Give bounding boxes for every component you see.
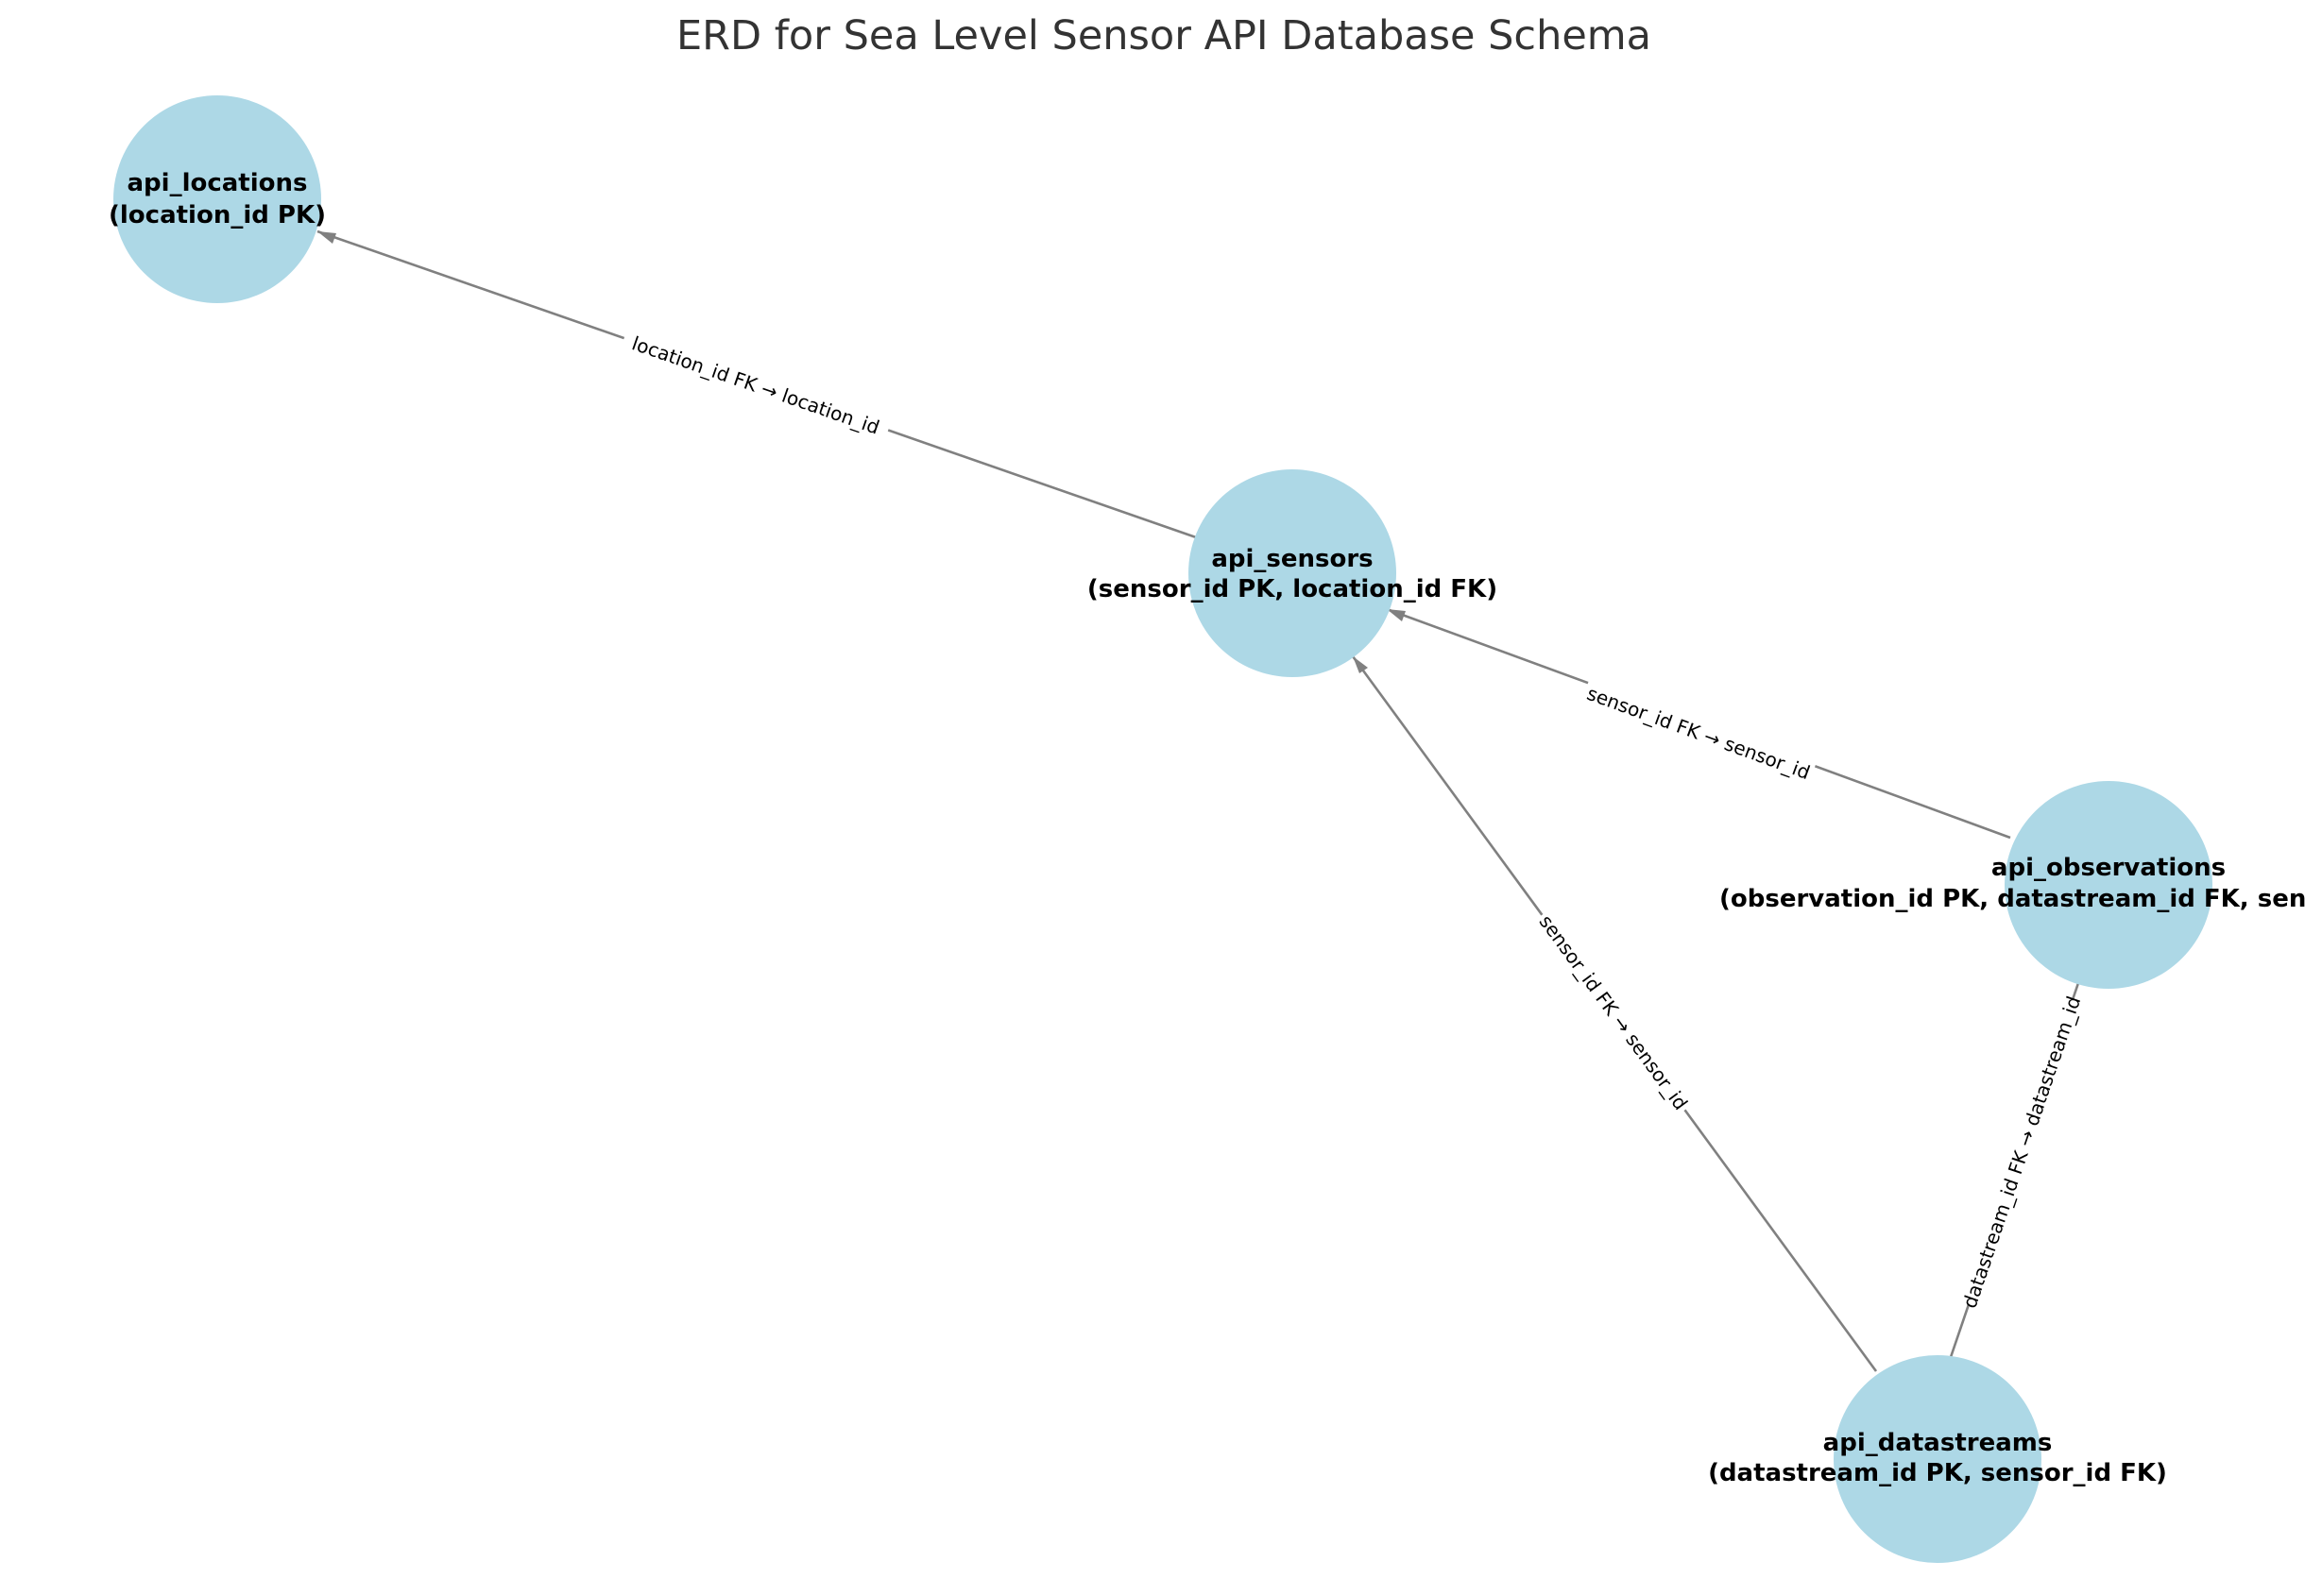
edge-observations-to-sensors-arrowhead (1387, 609, 1406, 621)
entity-api-datastreams-fields: (datastream_id PK, sensor_id FK) (1708, 1459, 2167, 1487)
entity-api-locations[interactable]: api_locations (location_id PK) (109, 95, 326, 303)
entity-api-observations[interactable]: api_observations (observation_id PK, dat… (1719, 781, 2305, 989)
edge-label-observations-to-sensors: sensor_id FK → sensor_id (1579, 677, 1818, 789)
entity-api-locations-name: api_locations (128, 169, 308, 197)
edge-labels: location_id FK → location_id sensor_id F… (619, 326, 2087, 1311)
entity-api-datastreams-name: api_datastreams (1823, 1429, 2053, 1457)
edge-label-sensors-to-locations-text: location_id FK → location_id (629, 331, 882, 438)
edge-label-sensors-to-locations: location_id FK → location_id (619, 326, 893, 445)
entity-api-sensors-name: api_sensors (1211, 545, 1373, 573)
entity-api-observations-fields: (observation_id PK, datastream_id FK, se… (1719, 885, 2305, 913)
entity-api-datastreams-circle (1834, 1355, 2041, 1563)
entity-api-observations-circle (2005, 781, 2212, 989)
edge-label-observations-to-sensors-bg (1579, 677, 1818, 789)
edges (316, 229, 2080, 1372)
entity-api-observations-name: api_observations (1991, 854, 2226, 882)
edge-label-datastreams-to-sensors: sensor_id FK → sensor_id (1530, 906, 1697, 1119)
entity-api-locations-fields: (location_id PK) (109, 201, 326, 229)
edge-label-observations-to-datastreams: datastream_id FK → datastream_id (1956, 993, 2087, 1311)
edge-label-observations-to-sensors-text: sensor_id FK → sensor_id (1584, 682, 1814, 784)
entity-api-sensors[interactable]: api_sensors (sensor_id PK, location_id F… (1087, 469, 1497, 677)
edge-label-datastreams-to-sensors-bg (1530, 906, 1697, 1119)
entity-api-datastreams[interactable]: api_datastreams (datastream_id PK, senso… (1708, 1355, 2167, 1563)
edge-label-datastreams-to-sensors-text: sensor_id FK → sensor_id (1535, 910, 1693, 1114)
edge-label-observations-to-datastreams-text: datastream_id FK → datastream_id (1958, 993, 2086, 1311)
diagram-title: ERD for Sea Level Sensor API Database Sc… (676, 12, 1651, 59)
edge-datastreams-to-sensors-arrowhead (1353, 656, 1368, 673)
edge-label-sensors-to-locations-bg (619, 326, 893, 445)
entity-api-sensors-circle (1188, 469, 1396, 677)
nodes: api_locations (location_id PK) api_senso… (109, 95, 2305, 1563)
edge-sensors-to-locations-arrowhead (317, 231, 336, 244)
entity-api-locations-circle (113, 95, 321, 303)
edge-label-observations-to-datastreams-bg (1956, 995, 2087, 1309)
entity-api-sensors-fields: (sensor_id PK, location_id FK) (1087, 575, 1497, 603)
